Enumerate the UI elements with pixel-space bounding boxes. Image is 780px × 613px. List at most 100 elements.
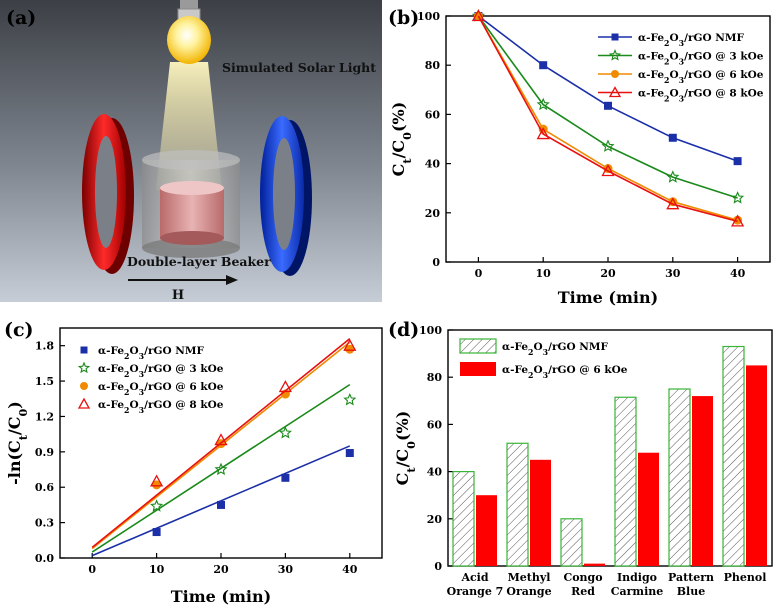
data-point bbox=[80, 382, 88, 390]
data-point bbox=[666, 170, 680, 183]
bar-6koe bbox=[692, 396, 713, 566]
bar-nmf bbox=[668, 388, 691, 567]
bar-nmf bbox=[560, 518, 583, 567]
series-1 bbox=[91, 445, 354, 557]
bar-nmf bbox=[452, 471, 475, 567]
category-label: Orange bbox=[506, 585, 551, 598]
data-point bbox=[214, 433, 228, 446]
category-label: Indigo bbox=[617, 571, 657, 584]
x-tick-label: 0 bbox=[475, 267, 483, 280]
category-label: Blue bbox=[677, 585, 705, 598]
data-point bbox=[666, 197, 680, 210]
x-tick-label: 10 bbox=[536, 267, 552, 280]
double-layer-beaker bbox=[142, 150, 240, 258]
y-tick-label: 60 bbox=[425, 108, 441, 121]
y-tick-label: 100 bbox=[419, 324, 442, 337]
data-point bbox=[611, 33, 619, 41]
y-axis-title: -ln(Ct/C0) bbox=[5, 401, 30, 485]
data-point bbox=[539, 61, 548, 70]
chart-d: 0 20 40 60 80 100 Acid Orange 7 Methyl Orange Cong… bbox=[384, 310, 780, 609]
series-line bbox=[477, 15, 738, 199]
panel-label-c: (c) bbox=[4, 319, 34, 341]
data-point bbox=[217, 500, 225, 509]
data-point bbox=[471, 9, 485, 22]
data-point bbox=[343, 393, 357, 406]
panel-label-d: (d) bbox=[388, 319, 419, 341]
data-point bbox=[604, 101, 612, 110]
x-tick-label: 40 bbox=[730, 267, 746, 280]
category-group bbox=[668, 388, 713, 567]
category-group bbox=[722, 345, 767, 567]
data-point bbox=[214, 462, 228, 476]
data-point bbox=[733, 215, 743, 225]
y-tick-label: 40 bbox=[427, 466, 443, 479]
chart-b: 0 10 20 30 40 0 20 40 60 80 100 α-Fe2O3/rGO NMF α-Fe… bbox=[384, 0, 780, 310]
data-point bbox=[608, 49, 622, 61]
y-tick-label: 40 bbox=[425, 158, 441, 171]
y-tick-label: 20 bbox=[427, 513, 443, 526]
x-tick-label: 30 bbox=[278, 563, 294, 576]
data-point bbox=[80, 346, 88, 354]
data-point bbox=[608, 86, 622, 98]
legend-label: α-Fe2O3/rGO @ 6 kOe bbox=[502, 364, 628, 380]
x-tick-label: 10 bbox=[149, 563, 165, 576]
bar-nmf bbox=[506, 442, 529, 567]
legend-label: α-Fe2O3/rGO @ 3 kOe bbox=[638, 51, 764, 67]
x-axis-title: Time (min) bbox=[171, 587, 271, 606]
y-tick-label: 60 bbox=[427, 418, 443, 431]
y-tick-label: 0 bbox=[432, 256, 440, 269]
bar-6koe bbox=[476, 495, 497, 566]
x-tick-label: 0 bbox=[88, 563, 96, 576]
x-tick-label: 30 bbox=[665, 267, 681, 280]
data-point bbox=[733, 157, 742, 166]
data-point bbox=[278, 426, 292, 439]
category-label: Congo bbox=[563, 571, 602, 584]
category-label: Orange 7 bbox=[447, 585, 504, 598]
legend-label: α-Fe2O3/rGO NMF bbox=[502, 341, 608, 357]
series-line bbox=[477, 15, 738, 223]
y-tick-label: 100 bbox=[417, 10, 440, 23]
light-label: Simulated Solar Light bbox=[222, 60, 376, 75]
fit-line bbox=[91, 383, 351, 553]
y-tick-label: 0 bbox=[434, 560, 442, 573]
data-point bbox=[731, 191, 745, 204]
y-tick-label: 1.8 bbox=[35, 340, 54, 353]
bar-nmf bbox=[614, 396, 637, 567]
data-point bbox=[152, 528, 161, 537]
series-3 bbox=[473, 11, 743, 225]
series-4 bbox=[471, 9, 745, 227]
bar-6koe bbox=[530, 459, 551, 566]
bar-6koe bbox=[746, 365, 767, 566]
beaker-label: Double-layer Beaker bbox=[127, 254, 271, 269]
light-bulb-icon bbox=[167, 0, 211, 64]
data-point bbox=[536, 97, 550, 111]
x-tick-label: 20 bbox=[213, 563, 229, 576]
y-tick-label: 20 bbox=[425, 207, 441, 220]
plot-frame bbox=[447, 329, 773, 567]
bar-6koe bbox=[638, 452, 659, 566]
category-label: Acid bbox=[460, 571, 488, 584]
field-label: H bbox=[172, 288, 184, 302]
data-point bbox=[345, 344, 355, 354]
data-point bbox=[150, 499, 164, 512]
y-tick-label: 1.5 bbox=[35, 375, 54, 388]
data-point bbox=[345, 449, 354, 458]
legend-label: α-Fe2O3/rGO @ 8 kOe bbox=[638, 88, 764, 104]
data-point bbox=[152, 480, 162, 490]
data-point bbox=[150, 474, 164, 487]
x-axis-title: Time (min) bbox=[558, 288, 658, 307]
y-tick-label: 80 bbox=[425, 59, 441, 72]
data-point bbox=[278, 380, 292, 393]
data-point bbox=[281, 473, 290, 482]
panel-label-b: (b) bbox=[388, 7, 419, 29]
series-4 bbox=[91, 337, 357, 549]
y-tick-label: 80 bbox=[427, 371, 443, 384]
category-group bbox=[614, 396, 659, 567]
legend-label: α-Fe2O3/rGO NMF bbox=[638, 32, 744, 48]
category-group bbox=[506, 442, 551, 567]
data-point bbox=[611, 70, 619, 78]
fit-line bbox=[91, 337, 351, 549]
data-point bbox=[601, 164, 615, 177]
legend-swatch bbox=[460, 362, 496, 376]
data-point bbox=[343, 338, 357, 351]
